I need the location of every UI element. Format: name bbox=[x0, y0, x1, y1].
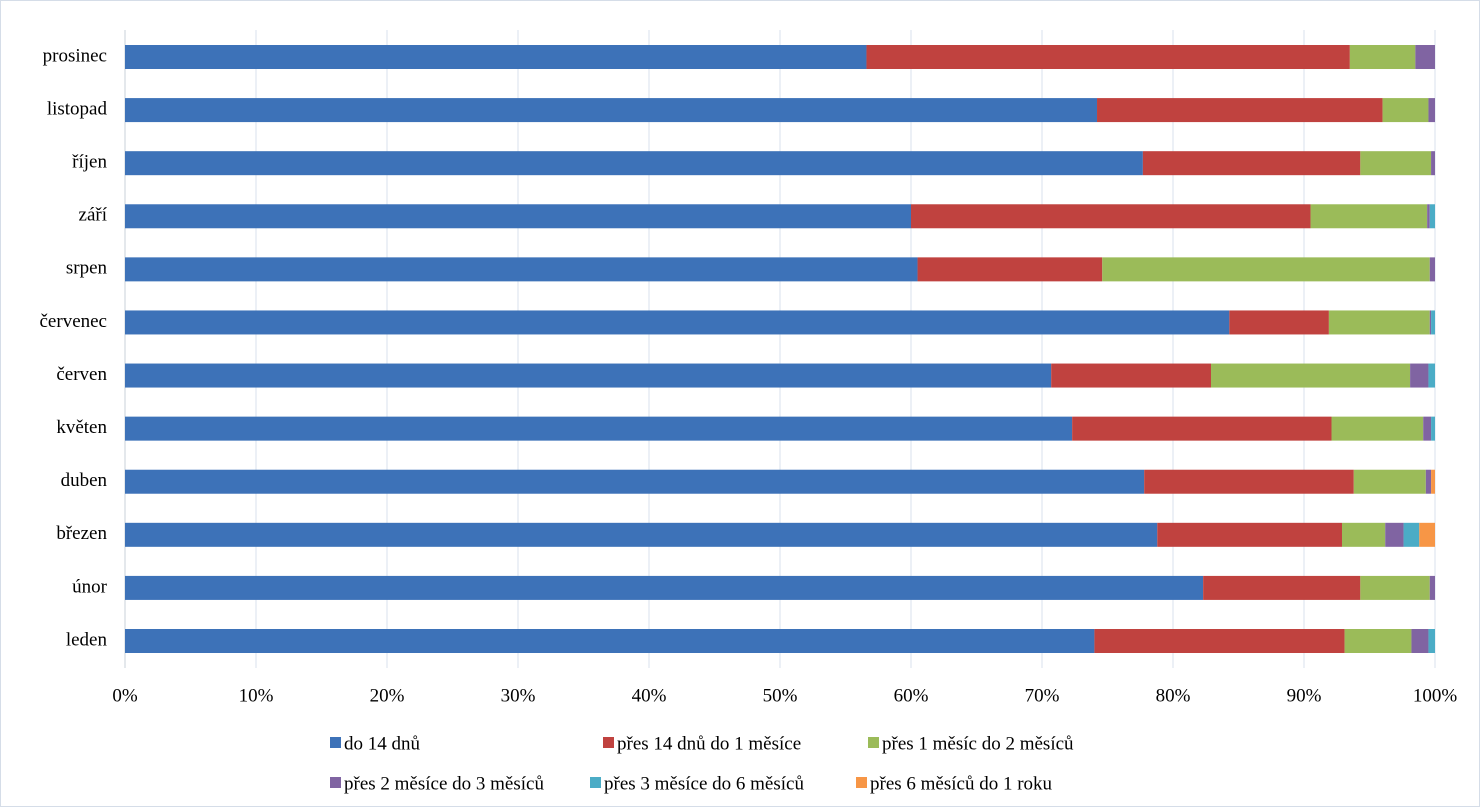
y-tick-label: červen bbox=[56, 364, 107, 385]
x-tick-label: 100% bbox=[1413, 685, 1458, 706]
bar-segment bbox=[1051, 363, 1211, 388]
bar-segment bbox=[1360, 151, 1432, 176]
bar-segment bbox=[1403, 522, 1420, 547]
bar-segment bbox=[1157, 522, 1342, 547]
legend-label: přes 3 měsíce do 6 měsíců bbox=[604, 773, 804, 794]
bar-segment bbox=[1142, 151, 1361, 176]
bar-segment bbox=[1419, 522, 1435, 547]
bar-segment bbox=[1425, 469, 1432, 494]
bar-segment bbox=[125, 363, 1052, 388]
legend-label: přes 1 měsíc do 2 měsíců bbox=[882, 733, 1074, 754]
bar-segment bbox=[1431, 469, 1435, 494]
bar-segment bbox=[125, 575, 1204, 600]
bar-segment bbox=[1097, 98, 1383, 123]
y-tick-label: září bbox=[79, 205, 108, 226]
bar-segment bbox=[125, 45, 867, 69]
bar-segment bbox=[1427, 204, 1430, 229]
x-tick-label: 60% bbox=[894, 685, 929, 706]
bar-segment bbox=[1203, 575, 1361, 600]
bar-segment bbox=[1094, 629, 1345, 653]
bar-segment bbox=[125, 204, 911, 229]
legend-swatch bbox=[603, 737, 614, 748]
bar-segment bbox=[1429, 204, 1435, 229]
y-tick-label: červenec bbox=[40, 311, 108, 332]
legend-swatch bbox=[590, 777, 601, 788]
bar-segment bbox=[1411, 629, 1429, 653]
bar-segment bbox=[1102, 257, 1430, 282]
x-tick-label: 90% bbox=[1287, 685, 1322, 706]
x-tick-label: 0% bbox=[112, 685, 138, 706]
y-tick-label: leden bbox=[66, 629, 108, 650]
x-tick-label: 10% bbox=[239, 685, 274, 706]
bar-segment bbox=[1415, 45, 1435, 69]
bar-segment bbox=[1429, 575, 1435, 600]
bar-segment bbox=[1431, 310, 1435, 335]
bar-segment bbox=[1353, 469, 1426, 494]
y-tick-label: srpen bbox=[66, 258, 108, 279]
y-tick-label: březen bbox=[56, 523, 107, 544]
bar-segment bbox=[1341, 522, 1386, 547]
bar-segment bbox=[125, 98, 1098, 123]
legend-swatch bbox=[330, 777, 341, 788]
bar-segment bbox=[1349, 45, 1416, 69]
bar-segment bbox=[1310, 204, 1428, 229]
y-tick-label: říjen bbox=[72, 152, 107, 173]
bar-segment bbox=[1328, 310, 1430, 335]
bar-segment bbox=[1410, 363, 1429, 388]
bar-segment bbox=[1072, 416, 1332, 441]
bar-segment bbox=[911, 204, 1311, 229]
y-tick-label: prosinec bbox=[43, 45, 107, 66]
bar-segment bbox=[1428, 98, 1435, 123]
bar-segment bbox=[1431, 151, 1435, 176]
bar-segment bbox=[125, 310, 1230, 335]
bar-segment bbox=[1360, 575, 1430, 600]
bar-segment bbox=[1429, 310, 1432, 335]
x-tick-label: 40% bbox=[632, 685, 667, 706]
y-tick-label: duben bbox=[61, 470, 108, 491]
bar-segment bbox=[125, 522, 1158, 547]
x-tick-label: 30% bbox=[501, 685, 536, 706]
legend-swatch bbox=[868, 737, 879, 748]
bar-segment bbox=[1331, 416, 1424, 441]
bar-segment bbox=[125, 257, 918, 282]
legend-label: přes 14 dnů do 1 měsíce bbox=[617, 733, 801, 754]
bar-segment bbox=[1344, 629, 1412, 653]
x-tick-label: 80% bbox=[1156, 685, 1191, 706]
legend-label: přes 2 měsíce do 3 měsíců bbox=[344, 773, 544, 794]
x-tick-label: 20% bbox=[370, 685, 405, 706]
legend-label: do 14 dnů bbox=[344, 733, 421, 754]
bar-segment bbox=[1382, 98, 1429, 123]
bar-segment bbox=[1428, 363, 1435, 388]
bar-segment bbox=[1229, 310, 1329, 335]
legend-swatch bbox=[330, 737, 341, 748]
bar-segment bbox=[1210, 363, 1411, 388]
y-tick-label: únor bbox=[72, 576, 108, 597]
bar-segment bbox=[1385, 522, 1404, 547]
x-tick-label: 50% bbox=[763, 685, 798, 706]
bar-segment bbox=[1144, 469, 1354, 494]
bar-segment bbox=[125, 629, 1095, 653]
bar-segment bbox=[1423, 416, 1432, 441]
bar-segment bbox=[1428, 629, 1435, 653]
y-tick-label: listopad bbox=[47, 98, 108, 119]
bar-segment bbox=[917, 257, 1103, 282]
legend-swatch bbox=[856, 777, 867, 788]
bar-segment bbox=[125, 469, 1145, 494]
bar-segment bbox=[1429, 257, 1435, 282]
y-tick-label: květen bbox=[56, 417, 107, 438]
x-tick-label: 70% bbox=[1025, 685, 1060, 706]
bar-segment bbox=[125, 416, 1073, 441]
bar-segment bbox=[1431, 416, 1435, 441]
legend-label: přes 6 měsíců do 1 roku bbox=[870, 773, 1053, 794]
bar-segment bbox=[125, 151, 1143, 176]
bar-segment bbox=[866, 45, 1350, 69]
